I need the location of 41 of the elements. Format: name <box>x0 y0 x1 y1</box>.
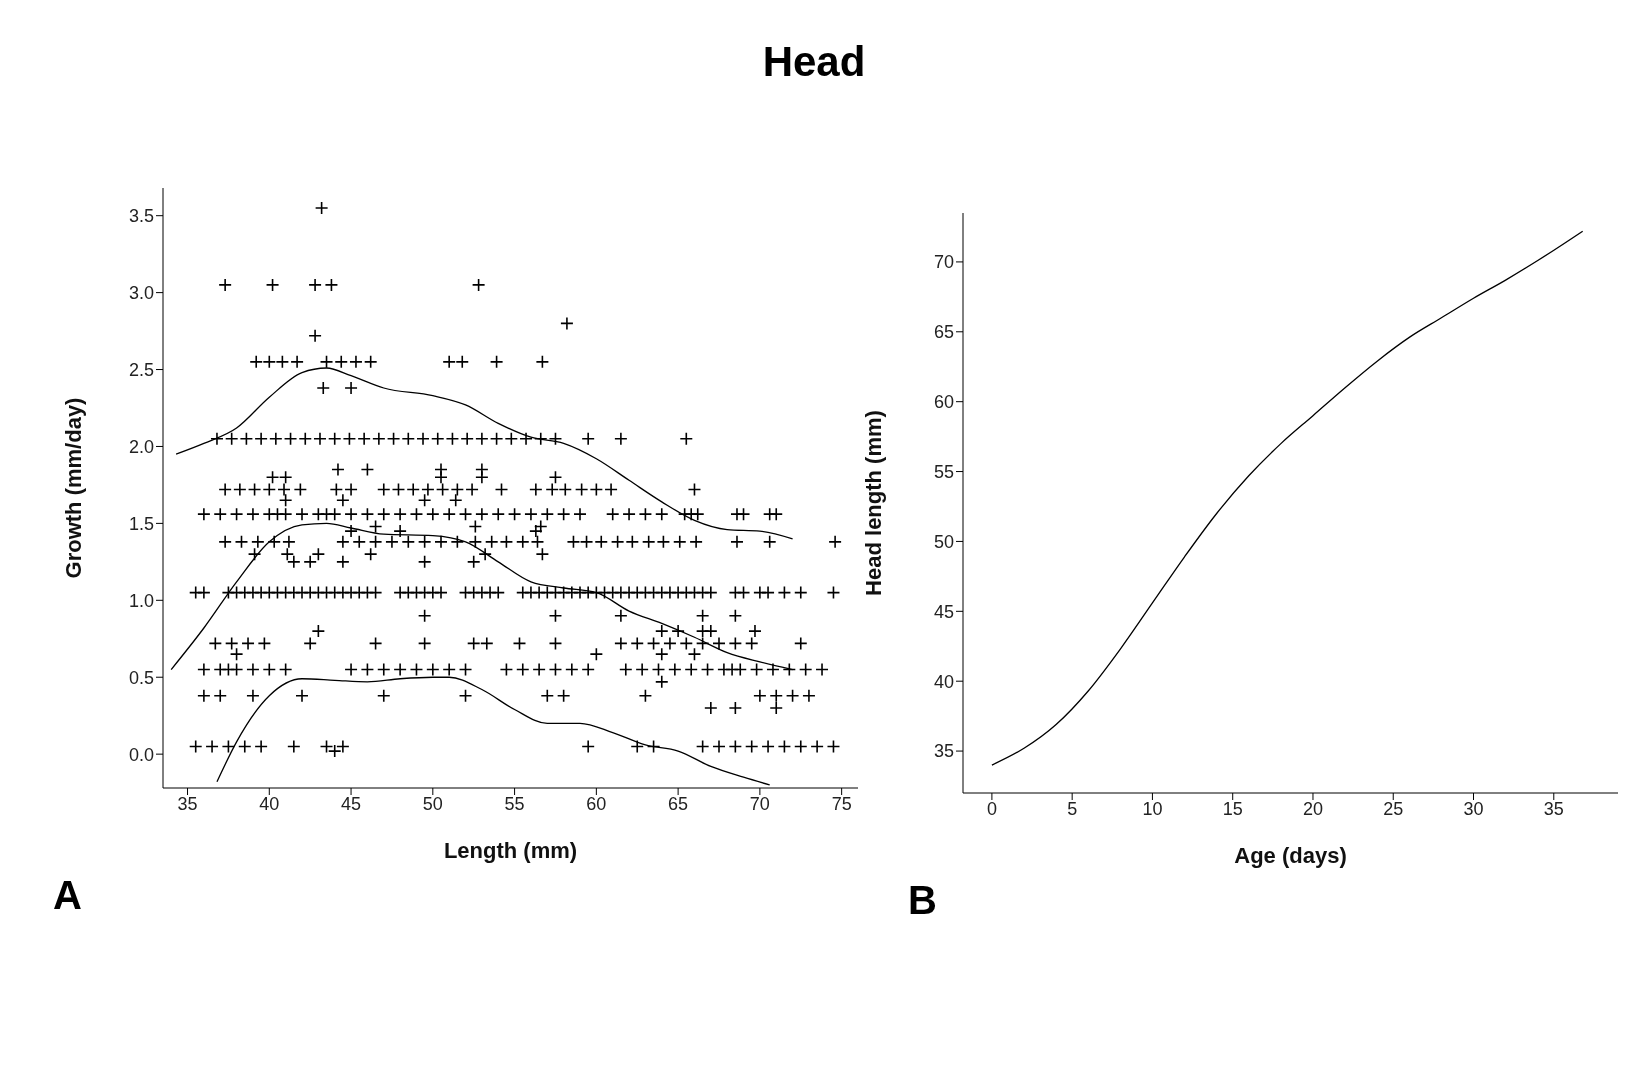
y-tick-label: 2.0 <box>128 436 154 457</box>
x-tick-label: 75 <box>831 793 852 814</box>
y-tick-label: 50 <box>933 531 954 552</box>
y-tick-label: 35 <box>933 741 954 762</box>
y-tick-label: 55 <box>933 461 954 482</box>
x-tick-label: 15 <box>1222 798 1243 819</box>
y-axis-title: Growth (mm/day) <box>60 397 86 579</box>
y-tick-label: 3.0 <box>128 283 154 304</box>
x-tick-label: 50 <box>422 793 443 814</box>
x-axis-title: Age (days) <box>1234 843 1347 868</box>
y-tick-label: 60 <box>933 392 954 413</box>
y-tick-label: 40 <box>933 671 954 692</box>
x-tick-label: 25 <box>1383 798 1404 819</box>
chart-title: Head <box>761 38 867 86</box>
y-tick-label: 1.5 <box>128 513 154 534</box>
x-tick-label: 40 <box>259 793 280 814</box>
x-tick-label: 65 <box>668 793 689 814</box>
y-tick-label: 45 <box>933 601 954 622</box>
y-tick-label: 2.5 <box>128 359 154 380</box>
y-tick-label: 3.5 <box>128 206 154 227</box>
x-axis-title: Length (mm) <box>443 838 578 863</box>
y-tick-label: 1.0 <box>128 590 154 611</box>
y-tick-label: 0.0 <box>128 744 154 765</box>
x-tick-label: 10 <box>1142 798 1163 819</box>
y-tick-label: 70 <box>933 252 954 273</box>
text: B <box>908 878 937 923</box>
text: A <box>53 873 82 918</box>
y-tick-label: 65 <box>933 322 954 343</box>
x-tick-label: 35 <box>1543 798 1564 819</box>
x-tick-label: 55 <box>504 793 525 814</box>
line-series <box>991 230 1584 766</box>
x-tick-label: 45 <box>341 793 362 814</box>
y-tick-label: 0.5 <box>128 667 154 688</box>
x-tick-label: 70 <box>749 793 770 814</box>
y-axis-title: Head length (mm) <box>860 410 886 596</box>
x-tick-label: 0 <box>986 798 997 819</box>
x-tick-label: 35 <box>177 793 198 814</box>
x-tick-label: 30 <box>1463 798 1484 819</box>
x-tick-label: 5 <box>1067 798 1078 819</box>
x-tick-label: 20 <box>1302 798 1323 819</box>
x-tick-label: 60 <box>586 793 607 814</box>
